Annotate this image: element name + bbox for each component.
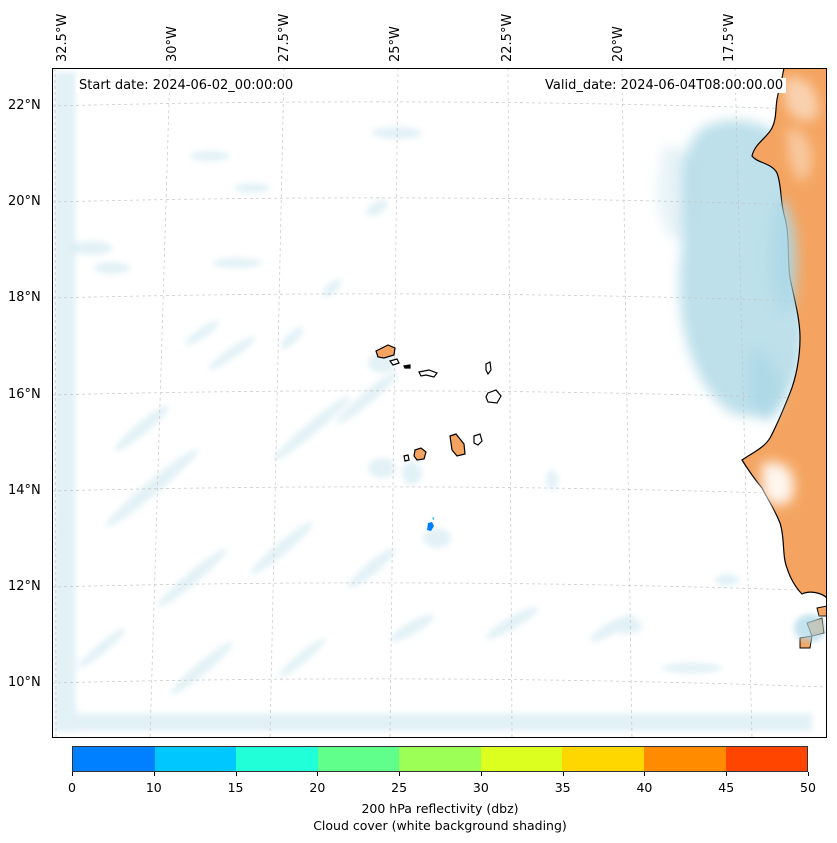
lon-label-text: 20°W	[611, 26, 626, 62]
graticule	[52, 68, 827, 738]
colorbar-tick-label: 30	[472, 780, 489, 795]
colorbar	[72, 746, 808, 772]
land-cloud-shading	[762, 77, 819, 505]
lat-label-12n: 12°N	[8, 579, 41, 594]
colorbar-segment	[480, 747, 563, 771]
colorbar-tick-label: 50	[800, 780, 816, 795]
colorbar-tick	[317, 772, 319, 776]
lon-label-30w: 30°W	[165, 26, 180, 62]
lat-label-text: 16°N	[8, 387, 41, 402]
valid-date-label: Valid_date: 2024-06-04T08:00:00.00	[542, 78, 787, 93]
colorbar-tick	[808, 772, 809, 776]
lat-label-text: 22°N	[8, 98, 41, 113]
island-sao-vicente	[388, 358, 400, 366]
colorbar-tick	[562, 772, 564, 776]
lon-label-22.5w: 22.5°W	[500, 14, 515, 62]
colorbar-tick	[726, 772, 728, 776]
lat-label-text: 12°N	[8, 579, 41, 594]
lat-label-20n: 20°N	[8, 194, 41, 209]
island-brava	[403, 454, 410, 462]
colorbar-tick	[480, 772, 482, 776]
island-boa-vista	[485, 389, 502, 404]
colorbar-tick	[235, 772, 237, 776]
lat-label-22n: 22°N	[8, 98, 41, 113]
lat-label-14n: 14°N	[8, 483, 41, 498]
colorbar-segment	[399, 747, 481, 771]
colorbar-title: 200 hPa reflectivity (dbz)	[361, 801, 519, 816]
map-border	[52, 68, 827, 738]
cape-verde-islands	[375, 344, 502, 462]
island-fogo	[413, 447, 427, 461]
colorbar-tick-label: 45	[718, 780, 735, 795]
cloud-streaks	[72, 127, 739, 695]
island-santo-antao	[375, 344, 396, 359]
edge-cloud	[54, 72, 812, 732]
start-date-label: Start date: 2024-06-02_00:00:00	[76, 78, 297, 93]
colorbar-tick	[644, 772, 646, 776]
colorbar-tick-label: 15	[227, 780, 244, 795]
colorbar-segment	[317, 747, 400, 771]
colorbar-segment	[562, 747, 644, 771]
island-sal	[485, 361, 492, 376]
island-santa-luzia	[403, 364, 411, 369]
lat-label-text: 10°N	[8, 675, 41, 690]
land-cloud-blue	[748, 198, 798, 420]
lon-label-text: 27.5°W	[277, 13, 292, 62]
colorbar-tick	[399, 772, 401, 776]
lon-label-text: 22.5°W	[500, 13, 515, 62]
island-maio	[473, 433, 483, 446]
colorbar-tick-label: 40	[636, 780, 653, 795]
lon-label-25w: 25°W	[388, 26, 403, 62]
lon-label-text: 30°W	[165, 26, 180, 62]
island-sao-nicolau	[418, 369, 438, 378]
lon-label-text: 17.5°W	[722, 13, 737, 62]
coastal-cloud-mass	[657, 120, 806, 416]
colorbar-tick	[72, 772, 73, 776]
lon-label-27.5w: 27.5°W	[277, 14, 292, 62]
lat-label-text: 20°N	[8, 194, 41, 209]
colorbar-tick-label: 0	[68, 780, 76, 795]
lat-label-16n: 16°N	[8, 387, 41, 402]
colorbar-tick-label: 35	[554, 780, 571, 795]
colorbar-segment	[236, 747, 318, 771]
colorbar-segment	[73, 747, 155, 771]
lat-label-18n: 18°N	[8, 290, 41, 305]
map-panel[interactable]	[52, 68, 827, 738]
colorbar-tick-label: 10	[145, 780, 162, 795]
coastal-cloud-blob	[794, 614, 826, 642]
island-santiago	[449, 433, 466, 457]
lon-label-text: 25°W	[388, 26, 403, 62]
reflectivity-cell	[427, 517, 434, 531]
colorbar-subtitle: Cloud cover (white background shading)	[313, 818, 567, 833]
lat-label-10n: 10°N	[8, 675, 41, 690]
lon-label-17.5w: 17.5°W	[722, 14, 737, 62]
lat-label-text: 14°N	[8, 483, 41, 498]
lat-label-text: 18°N	[8, 290, 41, 305]
colorbar-segment	[154, 747, 237, 771]
colorbar-tick-label: 25	[391, 780, 408, 795]
lon-label-32.5w: 32.5°W	[55, 14, 70, 62]
colorbar-tick-label: 20	[309, 780, 326, 795]
colorbar-tick	[153, 772, 155, 776]
colorbar-segment	[725, 747, 808, 771]
lon-label-text: 32.5°W	[55, 13, 70, 62]
colorbar-segment	[643, 747, 726, 771]
lon-label-20w: 20°W	[611, 26, 626, 62]
